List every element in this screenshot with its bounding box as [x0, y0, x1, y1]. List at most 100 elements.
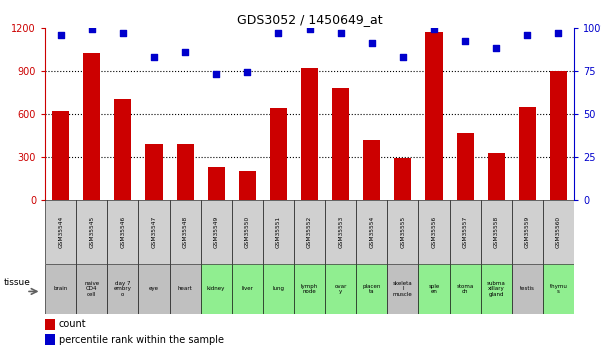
Bar [332, 88, 349, 200]
Text: lymph
node: lymph node [301, 284, 318, 294]
Bar [169, 200, 201, 264]
Bar [487, 152, 505, 200]
Bar [387, 264, 418, 314]
Text: GSM35553: GSM35553 [338, 216, 343, 248]
Text: heart: heart [178, 286, 192, 292]
Bar [207, 167, 225, 200]
Text: count: count [59, 319, 87, 329]
Text: liver: liver [242, 286, 253, 292]
Bar [201, 264, 232, 314]
Bar [511, 200, 543, 264]
Bar [108, 264, 138, 314]
Text: GSM35549: GSM35549 [214, 216, 219, 248]
Bar [550, 71, 567, 200]
Bar [270, 108, 287, 200]
Bar [511, 264, 543, 314]
Bar [418, 200, 450, 264]
Bar [201, 200, 232, 264]
Bar [325, 264, 356, 314]
Text: stoma
ch: stoma ch [456, 284, 474, 294]
Text: eye: eye [149, 286, 159, 292]
Text: percentile rank within the sample: percentile rank within the sample [59, 335, 224, 345]
Text: tissue: tissue [4, 278, 31, 287]
Text: subma
xillary
gland: subma xillary gland [487, 280, 505, 297]
Text: naive
CD4
cell: naive CD4 cell [84, 280, 99, 297]
Text: GSM35546: GSM35546 [120, 216, 126, 248]
Bar [450, 264, 481, 314]
Bar [138, 264, 169, 314]
Bar [45, 200, 76, 264]
Bar [543, 200, 574, 264]
Point [87, 27, 97, 32]
Bar [481, 264, 511, 314]
Title: GDS3052 / 1450649_at: GDS3052 / 1450649_at [237, 13, 382, 27]
Bar [45, 334, 55, 345]
Bar [356, 264, 387, 314]
Bar [325, 200, 356, 264]
Text: sple
en: sple en [429, 284, 439, 294]
Point [56, 32, 66, 37]
Bar [481, 200, 511, 264]
Bar [138, 200, 169, 264]
Text: GSM35557: GSM35557 [463, 216, 468, 248]
Bar [76, 264, 108, 314]
Text: placen
ta: placen ta [362, 284, 381, 294]
Bar [457, 132, 474, 200]
Bar [239, 171, 256, 200]
Text: GSM35552: GSM35552 [307, 216, 312, 248]
Point [118, 30, 127, 36]
Bar [145, 144, 162, 200]
Bar [394, 158, 412, 200]
Bar [363, 140, 380, 200]
Bar [108, 200, 138, 264]
Text: GSM35544: GSM35544 [58, 216, 63, 248]
Bar [45, 264, 76, 314]
Point [460, 39, 470, 44]
Text: GSM35547: GSM35547 [151, 216, 156, 248]
Bar [294, 200, 325, 264]
Bar [45, 319, 55, 330]
Point [305, 27, 314, 32]
Text: GSM35555: GSM35555 [400, 216, 405, 248]
Point [212, 71, 221, 77]
Text: skeleta
l
muscle: skeleta l muscle [393, 280, 413, 297]
Text: testis: testis [520, 286, 535, 292]
Point [492, 46, 501, 51]
Bar [387, 200, 418, 264]
Text: ovar
y: ovar y [334, 284, 347, 294]
Point [273, 30, 283, 36]
Point [429, 27, 439, 32]
Text: GSM35545: GSM35545 [89, 216, 94, 248]
Text: GSM35548: GSM35548 [183, 216, 188, 248]
Bar [232, 264, 263, 314]
Point [522, 32, 532, 37]
Bar [263, 200, 294, 264]
Bar [543, 264, 574, 314]
Text: lung: lung [272, 286, 284, 292]
Bar [83, 53, 100, 200]
Bar [52, 111, 69, 200]
Text: day 7
embry
o: day 7 embry o [114, 280, 132, 297]
Text: GSM35556: GSM35556 [432, 216, 436, 248]
Text: GSM35558: GSM35558 [493, 216, 499, 248]
Text: thymu
s: thymu s [549, 284, 567, 294]
Text: kidney: kidney [207, 286, 225, 292]
Bar [519, 107, 536, 200]
Point [242, 70, 252, 75]
Point [554, 30, 563, 36]
Text: GSM35550: GSM35550 [245, 216, 250, 248]
Bar [301, 68, 318, 200]
Bar [177, 144, 194, 200]
Text: GSM35559: GSM35559 [525, 216, 530, 248]
Bar [114, 99, 132, 200]
Bar [232, 200, 263, 264]
Bar [76, 200, 108, 264]
Text: GSM35560: GSM35560 [556, 216, 561, 248]
Point [336, 30, 346, 36]
Text: brain: brain [53, 286, 68, 292]
Point [367, 40, 377, 46]
Point [398, 54, 407, 60]
Bar [418, 264, 450, 314]
Bar [450, 200, 481, 264]
Bar [426, 32, 442, 200]
